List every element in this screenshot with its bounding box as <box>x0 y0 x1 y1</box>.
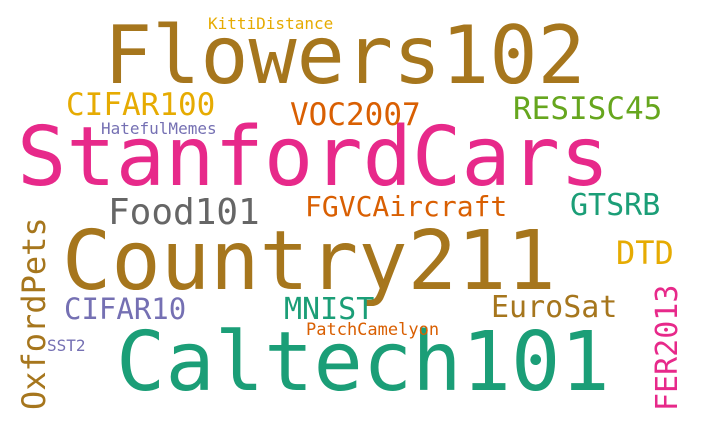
word-kittidistance: KittiDistance <box>208 14 334 33</box>
word-fgvcaircraft: FGVCAircraft <box>305 190 508 223</box>
word-hatefulmemes: HatefulMemes <box>101 119 217 138</box>
word-eurosat: EuroSat <box>491 290 618 325</box>
word-patchcamelyon: PatchCamelyon <box>306 320 440 340</box>
word-voc2007: VOC2007 <box>290 97 421 133</box>
word-cifar100: CIFAR100 <box>66 87 216 123</box>
word-sst2: SST2 <box>47 336 86 355</box>
word-food101: Food101 <box>108 192 260 233</box>
word-mnist: MNIST <box>284 292 375 327</box>
word-cifar10: CIFAR10 <box>64 292 187 326</box>
word-resisc45: RESISC45 <box>513 91 663 127</box>
word-oxfordpets: OxfordPets <box>15 217 53 410</box>
word-stanfordcars: StanfordCars <box>17 110 610 205</box>
word-country211: Country211 <box>62 214 556 309</box>
word-dtd: DTD <box>616 234 674 272</box>
word-flowers102: Flowers102 <box>104 9 586 102</box>
word-gtsrb: GTSRB <box>570 188 661 223</box>
word-fer2013: FER2013 <box>650 284 685 411</box>
word-caltech101: Caltech101 <box>116 315 610 410</box>
